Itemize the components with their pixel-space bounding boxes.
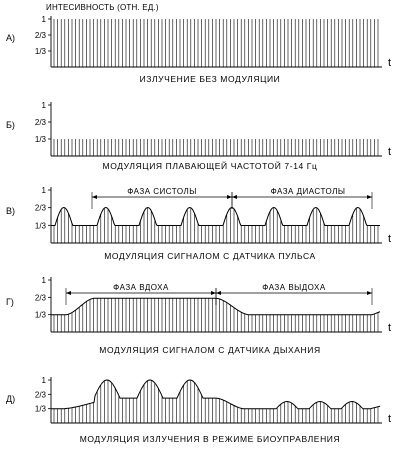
t-axis-label: t [388, 57, 391, 69]
y-tick-label: 2/3 [35, 204, 47, 213]
panel-b: 1 2/3 1/3 Б) t МОДУЛЯЦИЯ ПЛАВАЮЩЕЙ ЧАСТОТОЙ 7… [6, 101, 391, 171]
y-tick-label: 1 [42, 276, 47, 285]
y-axis-label: ИНТЕСИВНОСТЬ (ОТН. ЕД.) [46, 3, 159, 12]
phase-label: ФАЗА ДИАСТОЛЫ [271, 187, 346, 196]
panel-label: В) [6, 206, 15, 216]
panel-caption: МОДУЛЯЦИЯ СИГНАЛОМ С ДАТЧИКА ДЫХАНИЯ [99, 345, 320, 355]
panel-caption: МОДУЛЯЦИЯ СИГНАЛОМ С ДАТЧИКА ПУЛЬСА [104, 251, 316, 261]
y-tick-label: 2/3 [35, 118, 47, 127]
intensity-bars [53, 380, 379, 423]
t-axis-label: t [388, 233, 391, 245]
phase-label: ФАЗА ВЫДОХА [262, 283, 326, 292]
panel-a: 1 2/3 1/3 А) t ИЗЛУЧЕНИЕ БЕЗ МОДУЛЯЦИИ [6, 15, 391, 84]
y-tick-label: 1 [42, 101, 47, 110]
t-axis-label: t [388, 146, 391, 158]
y-tick-label: 2/3 [35, 390, 47, 399]
y-tick-label: 1/3 [35, 311, 47, 320]
y-tick-label: 2/3 [35, 293, 47, 302]
panel-label: Д) [6, 394, 15, 404]
panel-caption: ИЗЛУЧЕНИЕ БЕЗ МОДУЛЯЦИИ [140, 74, 281, 84]
panel-d: 1 2/3 1/3 Д) t МОДУЛЯЦИЯ ИЗЛУЧЕНИЯ В РЕЖИМЕ Б… [6, 376, 391, 444]
panel-g: 1 2/3 1/3 Г) t МОДУЛЯЦИЯ СИГНАЛОМ С ДАТЧИКА Д… [6, 276, 391, 355]
envelope-curve [51, 297, 381, 316]
phase-annotation: ФАЗА СИСТОЛЫ [91, 187, 233, 209]
phase-annotation: ФАЗА ВЫДОХА [215, 283, 373, 305]
panel-caption: МОДУЛЯЦИЯ ПЛАВАЮЩЕЙ ЧАСТОТОЙ 7-14 Гц [103, 160, 318, 171]
y-tick-label: 1/3 [35, 47, 47, 56]
y-tick-label: 1 [42, 15, 47, 24]
y-tick-label: 1/3 [35, 135, 47, 144]
phase-label: ФАЗА СИСТОЛЫ [127, 187, 197, 196]
y-tick-label: 2/3 [35, 31, 47, 40]
y-tick-label: 1 [42, 186, 47, 195]
intensity-bars [53, 139, 379, 156]
t-axis-label: t [388, 322, 391, 334]
panel-label: Б) [6, 120, 15, 130]
t-axis-label: t [388, 413, 391, 425]
panel-v: 1 2/3 1/3 В) t МОДУЛЯЦИЯ СИГНАЛОМ С ДАТЧИКА П… [6, 186, 391, 261]
y-tick-label: 1/3 [35, 405, 47, 414]
intensity-bars [53, 19, 379, 67]
panel-label: А) [6, 33, 15, 43]
phase-label: ФАЗА ВДОХА [113, 283, 169, 292]
intensity-bars [53, 207, 379, 243]
y-tick-label: 1 [42, 376, 47, 385]
phase-annotation: ФАЗА ВДОХА [65, 283, 217, 305]
envelope-curve [51, 206, 380, 226]
intensity-bars [53, 298, 379, 332]
y-tick-label: 1/3 [35, 221, 47, 230]
envelope-curve [51, 379, 381, 410]
panel-caption: МОДУЛЯЦИЯ ИЗЛУЧЕНИЯ В РЕЖИМЕ БИОУПРАВЛЕН… [80, 434, 341, 444]
phase-annotation: ФАЗА ДИАСТОЛЫ [231, 187, 373, 209]
panel-label: Г) [6, 297, 14, 307]
